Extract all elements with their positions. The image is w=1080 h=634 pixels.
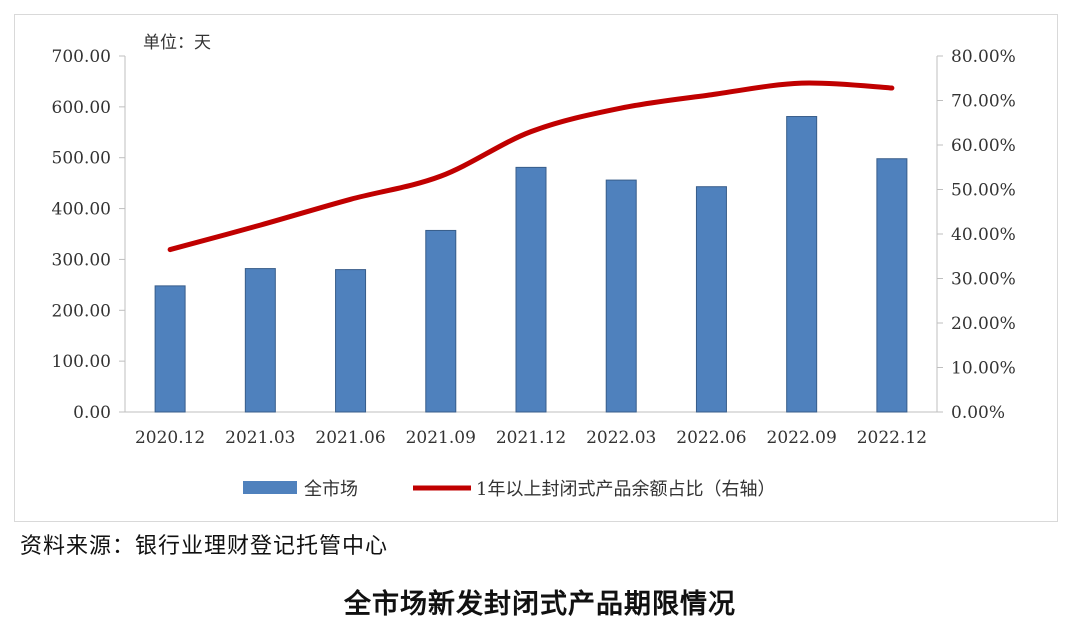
line-point <box>530 131 532 133</box>
y-right-tick-label: 30.00% <box>951 270 1016 290</box>
x-tick-label: 2022.12 <box>857 428 927 448</box>
bar <box>244 268 276 413</box>
bar <box>605 179 637 413</box>
y-left-tick-label: 400.00 <box>52 200 111 220</box>
x-axis-labels: 2020.12 2021.03 2021.06 2021.09 2021.12 2022.… <box>135 428 927 448</box>
y-left-tick-label: 0.00 <box>73 403 111 423</box>
x-tick-label: 2021.09 <box>406 428 476 448</box>
y-right-tick-label: 70.00% <box>951 92 1016 112</box>
y-left-tick-label: 500.00 <box>52 149 111 169</box>
legend-swatch-bar <box>243 481 297 494</box>
x-tick-label: 2020.12 <box>135 428 205 448</box>
line-point <box>259 224 261 226</box>
line-point <box>169 249 171 251</box>
x-tick-label: 2022.03 <box>586 428 656 448</box>
x-tick-label: 2021.12 <box>496 428 566 448</box>
bar <box>876 158 908 413</box>
y-left-tick-label: 600.00 <box>52 98 111 118</box>
line-point <box>710 94 712 96</box>
line-point <box>350 198 352 200</box>
y-right-tick-label: 20.00% <box>951 314 1016 334</box>
legend-label-bar: 全市场 <box>304 479 358 500</box>
y-left-tick-label: 200.00 <box>52 301 111 321</box>
figure-caption: 全市场新发封闭式产品期限情况 <box>344 589 736 620</box>
bar <box>786 116 818 413</box>
line-point <box>620 107 622 109</box>
x-tick-label: 2022.09 <box>767 428 837 448</box>
bar <box>154 285 186 413</box>
y-right-tick-label: 40.00% <box>951 225 1016 245</box>
line-series <box>167 80 895 253</box>
x-tick-label: 2021.03 <box>225 428 295 448</box>
line-point <box>891 87 893 89</box>
source-note: 资料来源：银行业理财登记托管中心 <box>20 534 389 559</box>
y-left-tick-label: 100.00 <box>52 352 111 372</box>
y-left-tick-label: 300.00 <box>52 250 111 270</box>
bar <box>515 166 547 413</box>
x-tick-label: 2021.06 <box>315 428 385 448</box>
bar <box>425 229 457 413</box>
chart-frame: 单位：天 2020.12 2021.03 2021.06 2021.09 2021.12… <box>14 14 1058 522</box>
y-right-tick-label: 0.00% <box>951 403 1005 423</box>
legend: 全市场 1年以上封闭式产品余额占比（右轴） <box>243 479 775 500</box>
y-right-tick-label: 10.00% <box>951 359 1016 379</box>
unit-label: 单位：天 <box>143 33 211 53</box>
y-left-tick-label: 700.00 <box>52 47 111 67</box>
line-point <box>801 82 803 84</box>
y-right-tick-label: 50.00% <box>951 181 1016 201</box>
y-axis-left-labels: 0.00 100.00 200.00 300.00 400.00 500.00 600.00… <box>52 47 125 423</box>
x-tick-label: 2022.06 <box>676 428 746 448</box>
bar-series <box>154 116 908 413</box>
bar <box>695 186 727 413</box>
y-right-tick-label: 80.00% <box>951 47 1016 67</box>
y-right-tick-label: 60.00% <box>951 136 1016 156</box>
combo-chart: 单位：天 2020.12 2021.03 2021.06 2021.09 2021.12… <box>52 33 1016 500</box>
legend-label-line: 1年以上封闭式产品余额占比（右轴） <box>476 479 775 500</box>
bar <box>335 269 367 413</box>
y-axis-right-labels: 0.00% 10.00% 20.00% 30.00% 40.00% 50.00% 60.00… <box>937 47 1016 423</box>
line-point <box>440 175 442 177</box>
